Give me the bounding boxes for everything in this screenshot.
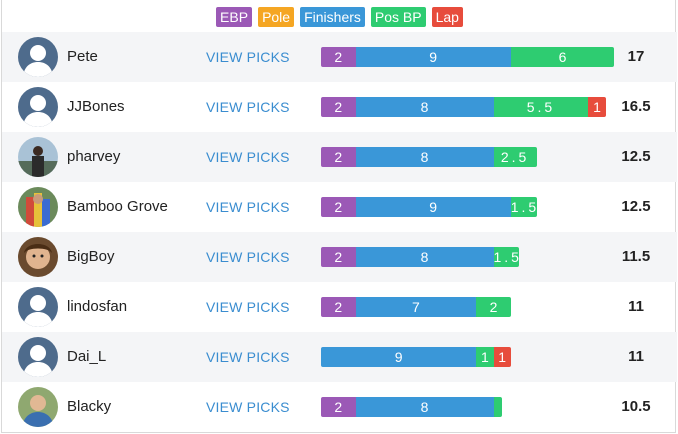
segment-ebp: 2 xyxy=(321,297,356,317)
default-avatar-icon xyxy=(18,337,58,377)
view-picks-link[interactable]: VIEW PICKS xyxy=(206,349,290,365)
leaderboard-row: Bamboo Grove VIEW PICKS 2 9 1.5 12.5 xyxy=(2,182,677,232)
points-legend: EBP Pole Finishers Pos BP Lap xyxy=(2,7,677,27)
segment-finishers: 8 xyxy=(355,247,494,267)
view-picks-link[interactable]: VIEW PICKS xyxy=(206,399,290,415)
view-picks-link[interactable]: VIEW PICKS xyxy=(206,249,290,265)
segment-ebp: 2 xyxy=(321,147,356,167)
segment-ebp: 2 xyxy=(321,197,356,217)
points-bar: 2 8 5.5 1 xyxy=(321,97,606,117)
player-name: Dai_L xyxy=(67,348,107,365)
leaderboard-row: BigBoy VIEW PICKS 2 8 1.5 11.5 xyxy=(2,232,677,282)
total-score: 17 xyxy=(627,48,645,65)
segment-finishers: 9 xyxy=(355,47,511,67)
segment-ebp: 2 xyxy=(321,397,356,417)
segment-lap: 1 xyxy=(588,97,606,117)
segment-pos-bp: 1 xyxy=(476,347,494,367)
leaderboard-rows: Pete VIEW PICKS 2 9 6 17 JJBones VIEW PICKS 2 8 5.… xyxy=(2,32,677,432)
default-avatar-icon xyxy=(18,37,58,77)
segment-ebp: 2 xyxy=(321,97,356,117)
segment-pos-bp: 2.5 xyxy=(493,147,537,167)
total-score: 12.5 xyxy=(621,198,651,215)
avatar xyxy=(18,387,58,427)
avatar xyxy=(18,187,58,227)
view-picks-link[interactable]: VIEW PICKS xyxy=(206,199,290,215)
segment-pos-bp: 5.5 xyxy=(493,97,589,117)
player-name: Bamboo Grove xyxy=(67,198,168,215)
total-score: 12.5 xyxy=(621,148,651,165)
segment-ebp: 2 xyxy=(321,47,356,67)
segment-ebp: 2 xyxy=(321,247,356,267)
segment-pos-bp xyxy=(493,397,503,417)
leaderboard-row: pharvey VIEW PICKS 2 8 2.5 12.5 xyxy=(2,132,677,182)
avatar xyxy=(18,237,58,277)
total-score: 11 xyxy=(628,348,644,365)
leaderboard-row: Pete VIEW PICKS 2 9 6 17 xyxy=(2,32,677,82)
player-name: Blacky xyxy=(67,398,112,415)
points-bar: 2 8 1.5 xyxy=(321,247,601,267)
leaderboard-row: Dai_L VIEW PICKS 9 1 1 11 xyxy=(2,332,677,382)
player-name: lindosfan xyxy=(67,298,128,315)
view-picks-link[interactable]: VIEW PICKS xyxy=(206,49,290,65)
segment-pos-bp: 2 xyxy=(476,297,511,317)
player-name: pharvey xyxy=(67,148,121,165)
default-avatar-icon xyxy=(18,287,58,327)
player-name: JJBones xyxy=(67,98,125,115)
legend-pos-bp: Pos BP xyxy=(370,7,426,27)
legend-finishers: Finishers xyxy=(300,7,365,27)
segment-finishers: 8 xyxy=(355,97,494,117)
segment-finishers: 9 xyxy=(355,197,511,217)
leaderboard-row: JJBones VIEW PICKS 2 8 5.5 1 16.5 xyxy=(2,82,677,132)
legend-pole: Pole xyxy=(258,7,295,27)
total-score: 16.5 xyxy=(621,98,651,115)
avatar xyxy=(18,137,58,177)
player-name: BigBoy xyxy=(67,248,115,265)
segment-finishers: 8 xyxy=(355,147,494,167)
points-bar: 2 8 2.5 xyxy=(321,147,601,167)
segment-pos-bp: 6 xyxy=(510,47,615,67)
view-picks-link[interactable]: VIEW PICKS xyxy=(206,99,290,115)
leaderboard-row: lindosfan VIEW PICKS 2 7 2 11 xyxy=(2,282,677,332)
segment-pos-bp: 1.5 xyxy=(493,247,520,267)
player-name: Pete xyxy=(67,48,98,65)
segment-lap: 1 xyxy=(493,347,511,367)
legend-ebp: EBP xyxy=(216,7,253,27)
total-score: 10.5 xyxy=(621,398,651,415)
segment-pos-bp: 1.5 xyxy=(510,197,537,217)
leaderboard-row: Blacky VIEW PICKS 2 8 10.5 xyxy=(2,382,677,432)
segment-finishers: 7 xyxy=(355,297,477,317)
view-picks-link[interactable]: VIEW PICKS xyxy=(206,299,290,315)
segment-finishers: 9 xyxy=(321,347,477,367)
default-avatar-icon xyxy=(18,87,58,127)
total-score: 11 xyxy=(628,298,644,315)
points-bar: 2 9 1.5 xyxy=(321,197,601,217)
total-score: 11.5 xyxy=(621,248,651,265)
segment-finishers: 8 xyxy=(355,397,494,417)
view-picks-link[interactable]: VIEW PICKS xyxy=(206,149,290,165)
legend-lap: Lap xyxy=(431,7,463,27)
